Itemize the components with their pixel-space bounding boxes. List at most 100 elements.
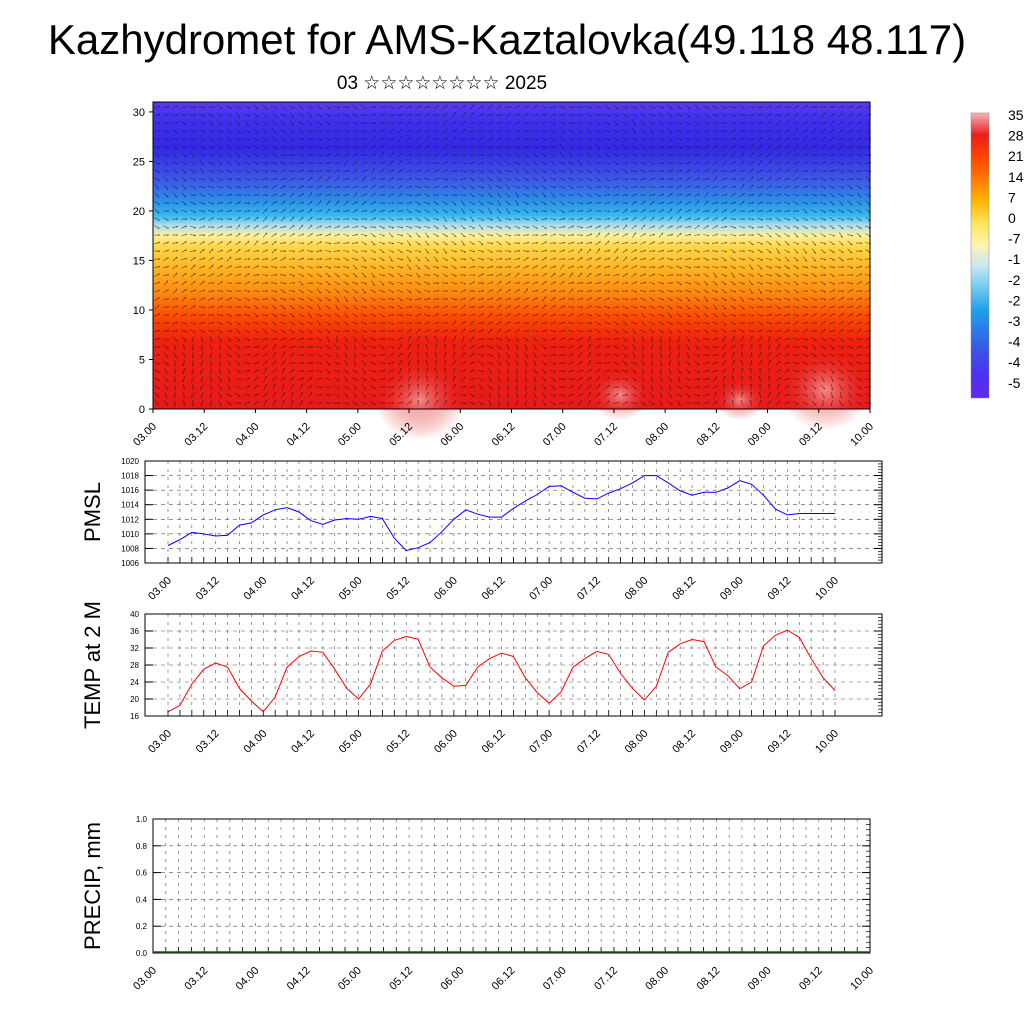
wind-barb (388, 249, 394, 253)
wind-barb (225, 306, 233, 309)
wind-barb (613, 193, 620, 197)
y-tick-label: 5 (139, 354, 145, 366)
wind-barb (352, 233, 359, 237)
wind-barb (694, 169, 700, 173)
wind-barb (289, 201, 295, 205)
wind-barb (784, 168, 790, 174)
wind-barb (747, 298, 755, 301)
wind-barb (856, 137, 862, 141)
wind-barb (558, 330, 566, 332)
wind-barb (163, 137, 169, 141)
wind-barb (775, 336, 781, 342)
wind-barb (703, 105, 709, 109)
wind-barb (235, 201, 241, 205)
wind-barb (153, 122, 161, 125)
wind-barb (325, 272, 331, 278)
wind-barb (496, 337, 502, 341)
wind-barb (252, 290, 260, 293)
wind-barb (189, 314, 197, 316)
wind-barb (523, 161, 529, 165)
wind-barb (766, 185, 772, 189)
wind-barb (370, 377, 376, 382)
wind-barb (415, 249, 421, 253)
wind-barb (567, 378, 575, 381)
wind-barb (613, 120, 619, 126)
x-tick-label: 06.12 (480, 575, 508, 603)
wind-barb (775, 257, 781, 261)
x-tick-label: 08.00 (623, 575, 651, 603)
wind-barb (829, 234, 836, 237)
y-tick-label: 25 (133, 156, 145, 168)
wind-barb (379, 177, 386, 181)
wind-barb (613, 321, 619, 325)
wind-barb (613, 161, 619, 165)
wind-barb (387, 314, 395, 317)
wind-barb (172, 209, 178, 213)
wind-barb (775, 168, 781, 174)
wind-barb (532, 168, 538, 174)
wind-barb (209, 384, 213, 390)
x-tick-label: 10.00 (813, 728, 841, 756)
wind-barb (198, 306, 206, 309)
wind-barb (604, 369, 610, 373)
wind-barb (208, 153, 214, 157)
wind-barb (234, 378, 242, 381)
wind-barb (613, 329, 619, 333)
wind-barb (756, 186, 764, 189)
wind-barb (453, 351, 456, 358)
wind-barb (361, 360, 367, 366)
x-tick-label: 04.12 (289, 728, 317, 756)
wind-barb (208, 297, 215, 301)
wind-barb (478, 169, 484, 173)
wind-barb (847, 200, 853, 206)
wind-barb (459, 266, 467, 269)
wind-barb (469, 241, 475, 245)
wind-barb (262, 137, 268, 141)
wind-barb (415, 313, 421, 317)
wind-barb (657, 154, 665, 157)
wind-barb (784, 240, 790, 246)
wind-barb (443, 392, 447, 398)
wind-barb (209, 399, 212, 407)
wind-barb (650, 376, 654, 383)
wind-barb (172, 162, 179, 165)
wind-barb (604, 265, 611, 269)
wind-barb (496, 273, 502, 277)
wind-barb (235, 210, 242, 212)
wind-barb (757, 193, 763, 197)
wind-barb (612, 378, 620, 381)
wind-barb (605, 400, 610, 406)
wind-barb (280, 120, 286, 126)
wind-barb (271, 177, 278, 181)
wind-barb (406, 161, 413, 165)
wind-barb (227, 368, 231, 374)
wind-barb (730, 272, 736, 278)
wind-barb (280, 169, 286, 173)
wind-barb (190, 321, 196, 325)
wind-barb (568, 385, 574, 389)
wind-barb (612, 370, 620, 373)
wind-barb (532, 153, 538, 157)
wind-barb (379, 241, 385, 245)
wind-barb (622, 137, 628, 141)
wind-barb (217, 105, 223, 109)
wind-barb (792, 210, 800, 213)
wind-barb (668, 368, 672, 374)
wind-barb (505, 321, 511, 325)
wind-barb (496, 313, 503, 317)
wind-barb (622, 233, 628, 237)
wind-barb (495, 266, 503, 269)
wind-barb (506, 344, 510, 350)
wind-barb (523, 153, 529, 157)
wind-barb (730, 290, 737, 293)
wind-barb (397, 136, 403, 142)
wind-barb (524, 392, 528, 398)
wind-barb (352, 288, 358, 294)
wind-barb (325, 289, 331, 293)
wind-barb (433, 289, 440, 293)
wind-barb (559, 193, 565, 197)
wind-barb (748, 161, 754, 165)
wind-barb (541, 256, 547, 262)
x-tick-label: 08.12 (670, 728, 698, 756)
wind-barb (748, 225, 754, 229)
